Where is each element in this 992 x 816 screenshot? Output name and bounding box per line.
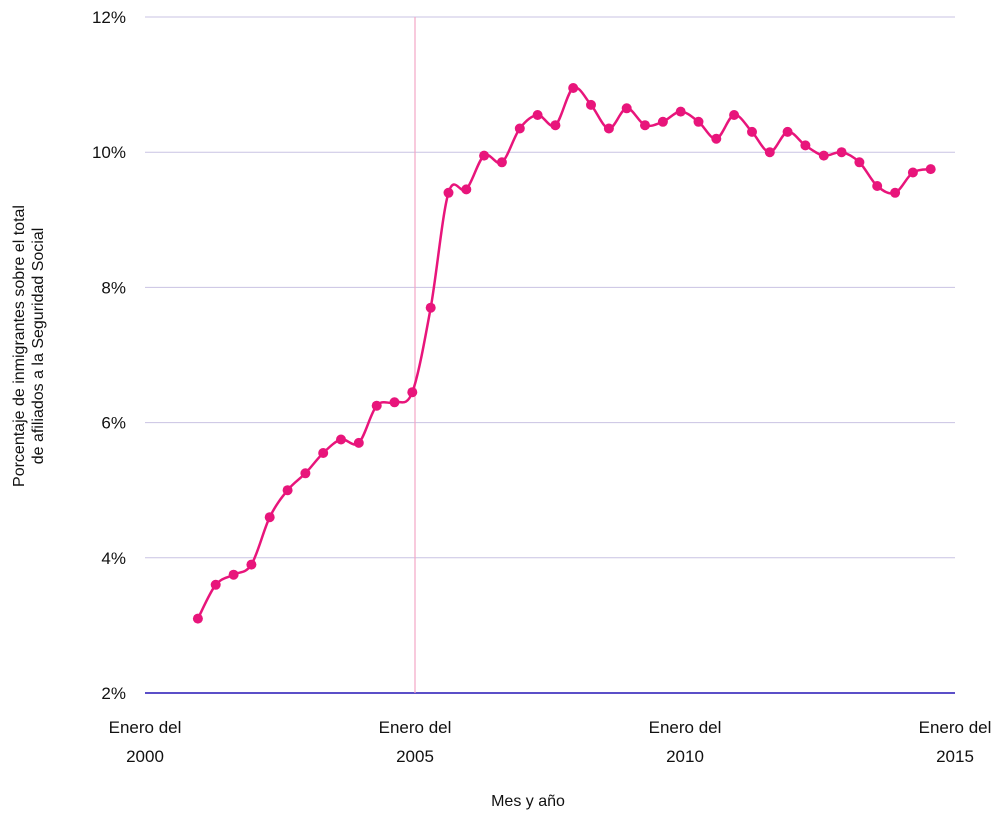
data-point — [246, 559, 257, 570]
y-tick-label: 8% — [101, 278, 126, 297]
y-tick-label: 10% — [92, 143, 126, 162]
data-point — [818, 150, 829, 161]
x-tick-label: Enero del 2010 — [649, 718, 722, 766]
x-tick-label: Enero del 2000 — [109, 718, 182, 766]
y-tick-labels: 2% 4% 6% 8% 10% 12% — [92, 8, 126, 703]
data-point — [693, 116, 704, 127]
data-point — [603, 123, 614, 134]
data-point — [764, 147, 775, 158]
x-tick-label: Enero del 2005 — [379, 718, 452, 766]
data-point — [621, 103, 632, 114]
data-point — [640, 120, 650, 131]
data-point — [318, 448, 329, 458]
data-point — [890, 187, 901, 198]
series-pct-inmigrantes — [192, 83, 936, 624]
x-tick-label-line2: 2000 — [126, 747, 164, 766]
data-point — [210, 579, 221, 590]
series-line — [196, 86, 932, 620]
x-tick-label-line2: 2010 — [666, 747, 704, 766]
data-point — [514, 123, 525, 134]
data-point — [550, 120, 561, 131]
data-point — [836, 147, 847, 158]
data-point — [711, 133, 722, 144]
data-point — [192, 613, 203, 624]
x-tick-label: Enero del 2015 — [919, 718, 992, 766]
data-point — [907, 167, 918, 178]
grid — [145, 16, 955, 694]
data-point — [496, 157, 507, 168]
data-point — [443, 187, 454, 198]
data-point — [479, 150, 490, 161]
data-point — [300, 468, 311, 479]
data-point — [729, 110, 740, 120]
data-point — [568, 83, 579, 93]
data-point — [336, 434, 346, 445]
y-tick-label: 4% — [101, 549, 126, 568]
x-axis-title: Mes y año — [491, 793, 565, 810]
data-point — [425, 302, 436, 313]
y-tick-label: 2% — [101, 684, 126, 703]
data-point — [228, 569, 239, 580]
data-point — [800, 140, 811, 151]
data-point — [282, 485, 293, 496]
data-point — [854, 157, 865, 168]
data-point — [782, 126, 793, 137]
x-tick-label-line1: Enero del — [649, 718, 722, 737]
data-point — [675, 106, 686, 117]
data-point — [532, 110, 543, 120]
data-point — [371, 400, 382, 411]
y-axis-title-line2: de afiliados a la Seguridad Social — [30, 228, 47, 465]
data-point — [407, 387, 418, 398]
data-point — [747, 126, 757, 137]
data-point — [353, 437, 364, 448]
x-tick-label-line1: Enero del — [919, 718, 992, 737]
y-tick-label: 6% — [101, 414, 126, 433]
data-point — [461, 184, 472, 195]
data-point — [657, 116, 668, 127]
x-tick-label-line2: 2015 — [936, 747, 974, 766]
y-tick-label: 12% — [92, 8, 126, 27]
x-tick-label-line1: Enero del — [379, 718, 452, 737]
x-tick-label-line1: Enero del — [109, 718, 182, 737]
data-point — [872, 181, 883, 191]
x-tick-label-line2: 2005 — [396, 747, 434, 766]
data-point — [586, 99, 596, 110]
data-point — [925, 164, 936, 175]
data-point — [264, 512, 275, 523]
y-axis-title: Porcentaje de inmigrantes sobre el total… — [11, 205, 47, 487]
y-axis-title-line1: Porcentaje de inmigrantes sobre el total — [11, 205, 28, 487]
data-point — [389, 397, 400, 408]
